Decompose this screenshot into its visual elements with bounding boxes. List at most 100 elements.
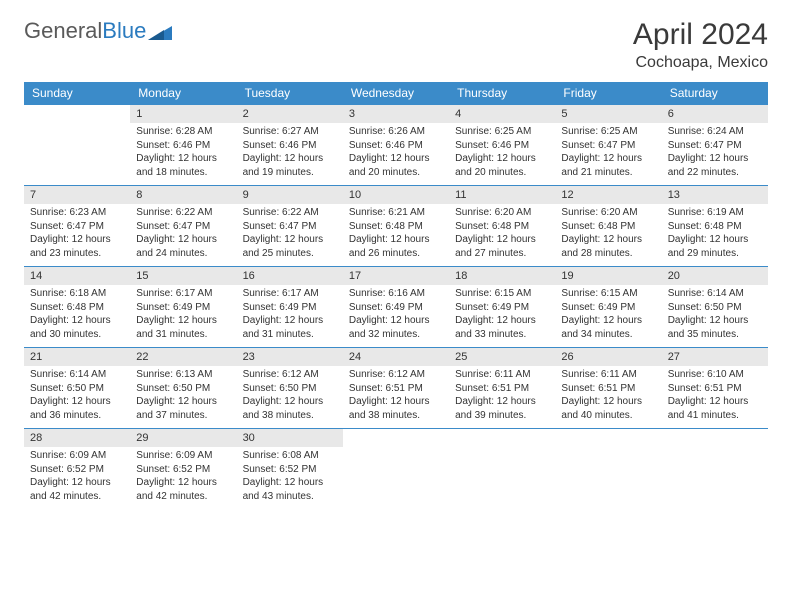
calendar-day-cell: 29Sunrise: 6:09 AMSunset: 6:52 PMDayligh… xyxy=(130,429,236,510)
day-content: Sunrise: 6:14 AMSunset: 6:50 PMDaylight:… xyxy=(24,366,130,428)
daylight-line: Daylight: 12 hours and 42 minutes. xyxy=(136,476,230,503)
day-number: 24 xyxy=(343,348,449,366)
sunset-line: Sunset: 6:50 PM xyxy=(136,382,230,396)
sunset-line: Sunset: 6:49 PM xyxy=(136,301,230,315)
sunset-line: Sunset: 6:46 PM xyxy=(455,139,549,153)
sunrise-line: Sunrise: 6:24 AM xyxy=(668,125,762,139)
sunset-line: Sunset: 6:47 PM xyxy=(561,139,655,153)
daylight-line: Daylight: 12 hours and 35 minutes. xyxy=(668,314,762,341)
sunrise-line: Sunrise: 6:11 AM xyxy=(561,368,655,382)
sunset-line: Sunset: 6:49 PM xyxy=(455,301,549,315)
weekday-header: Friday xyxy=(555,82,661,105)
daylight-line: Daylight: 12 hours and 38 minutes. xyxy=(243,395,337,422)
daylight-line: Daylight: 12 hours and 20 minutes. xyxy=(349,152,443,179)
sunset-line: Sunset: 6:52 PM xyxy=(30,463,124,477)
sunset-line: Sunset: 6:48 PM xyxy=(455,220,549,234)
day-number: 12 xyxy=(555,186,661,204)
daylight-line: Daylight: 12 hours and 31 minutes. xyxy=(243,314,337,341)
daylight-line: Daylight: 12 hours and 32 minutes. xyxy=(349,314,443,341)
day-content: Sunrise: 6:16 AMSunset: 6:49 PMDaylight:… xyxy=(343,285,449,347)
sunset-line: Sunset: 6:52 PM xyxy=(243,463,337,477)
title-block: April 2024 Cochoapa, Mexico xyxy=(633,18,768,72)
daylight-line: Daylight: 12 hours and 41 minutes. xyxy=(668,395,762,422)
sunset-line: Sunset: 6:49 PM xyxy=(243,301,337,315)
day-content: Sunrise: 6:12 AMSunset: 6:51 PMDaylight:… xyxy=(343,366,449,428)
day-content: Sunrise: 6:14 AMSunset: 6:50 PMDaylight:… xyxy=(662,285,768,347)
day-content: Sunrise: 6:18 AMSunset: 6:48 PMDaylight:… xyxy=(24,285,130,347)
sunrise-line: Sunrise: 6:22 AM xyxy=(136,206,230,220)
calendar-day-cell: 30 Sunrise: 6:08 AMSunset: 6:52 PMDayligh… xyxy=(237,429,343,510)
sunset-line: Sunset: 6:50 PM xyxy=(30,382,124,396)
sunrise-line: Sunrise: 6:17 AM xyxy=(243,287,337,301)
sunrise-line: Sunrise: 6:14 AM xyxy=(30,368,124,382)
sunrise-line: Sunrise: 6:12 AM xyxy=(243,368,337,382)
daylight-line: Daylight: 12 hours and 29 minutes. xyxy=(668,233,762,260)
sunrise-line: Sunrise: 6:21 AM xyxy=(349,206,443,220)
calendar-week-row: 14Sunrise: 6:18 AMSunset: 6:48 PMDayligh… xyxy=(24,267,768,348)
day-content: Sunrise: 6:11 AMSunset: 6:51 PMDaylight:… xyxy=(555,366,661,428)
location-label: Cochoapa, Mexico xyxy=(633,54,768,72)
sunrise-line: Sunrise: 6:09 AM xyxy=(30,449,124,463)
calendar-day-cell: 21Sunrise: 6:14 AMSunset: 6:50 PMDayligh… xyxy=(24,348,130,429)
day-number: 1 xyxy=(130,105,236,123)
day-content: Sunrise: 6:25 AMSunset: 6:47 PMDaylight:… xyxy=(555,123,661,185)
sunrise-line: Sunrise: 6:22 AM xyxy=(243,206,337,220)
sunset-line: Sunset: 6:46 PM xyxy=(349,139,443,153)
daylight-line: Daylight: 12 hours and 42 minutes. xyxy=(30,476,124,503)
daylight-line: Daylight: 12 hours and 43 minutes. xyxy=(243,476,337,503)
day-number: 7 xyxy=(24,186,130,204)
daylight-line: Daylight: 12 hours and 39 minutes. xyxy=(455,395,549,422)
day-content: Sunrise: 6:28 AMSunset: 6:46 PMDaylight:… xyxy=(130,123,236,185)
calendar-day-cell: 27Sunrise: 6:10 AMSunset: 6:51 PMDayligh… xyxy=(662,348,768,429)
day-number: 28 xyxy=(24,429,130,447)
sunset-line: Sunset: 6:50 PM xyxy=(243,382,337,396)
sunrise-line: Sunrise: 6:26 AM xyxy=(349,125,443,139)
sunset-line: Sunset: 6:47 PM xyxy=(30,220,124,234)
brand-logo: GeneralBlue xyxy=(24,18,172,44)
daylight-line: Daylight: 12 hours and 40 minutes. xyxy=(561,395,655,422)
calendar-day-cell: 6Sunrise: 6:24 AMSunset: 6:47 PMDaylight… xyxy=(662,105,768,186)
sunrise-line: Sunrise: 6:23 AM xyxy=(30,206,124,220)
daylight-line: Daylight: 12 hours and 19 minutes. xyxy=(243,152,337,179)
day-content: Sunrise: 6:27 AMSunset: 6:46 PMDaylight:… xyxy=(237,123,343,185)
calendar-day-cell: 9Sunrise: 6:22 AMSunset: 6:47 PMDaylight… xyxy=(237,186,343,267)
day-content: Sunrise: 6:19 AMSunset: 6:48 PMDaylight:… xyxy=(662,204,768,266)
calendar-day-cell: 15Sunrise: 6:17 AMSunset: 6:49 PMDayligh… xyxy=(130,267,236,348)
day-number: 21 xyxy=(24,348,130,366)
day-number: 2 xyxy=(237,105,343,123)
day-number: 22 xyxy=(130,348,236,366)
day-content: Sunrise: 6:26 AMSunset: 6:46 PMDaylight:… xyxy=(343,123,449,185)
calendar-day-cell: 8Sunrise: 6:22 AMSunset: 6:47 PMDaylight… xyxy=(130,186,236,267)
daylight-line: Daylight: 12 hours and 31 minutes. xyxy=(136,314,230,341)
sunrise-line: Sunrise: 6:17 AM xyxy=(136,287,230,301)
day-number: 26 xyxy=(555,348,661,366)
weekday-header: Monday xyxy=(130,82,236,105)
day-content: Sunrise: 6:25 AMSunset: 6:46 PMDaylight:… xyxy=(449,123,555,185)
day-content: Sunrise: 6:15 AMSunset: 6:49 PMDaylight:… xyxy=(555,285,661,347)
sunset-line: Sunset: 6:46 PM xyxy=(243,139,337,153)
day-number: 3 xyxy=(343,105,449,123)
calendar-day-cell: 2Sunrise: 6:27 AMSunset: 6:46 PMDaylight… xyxy=(237,105,343,186)
calendar-day-cell: 4Sunrise: 6:25 AMSunset: 6:46 PMDaylight… xyxy=(449,105,555,186)
day-content: Sunrise: 6:21 AMSunset: 6:48 PMDaylight:… xyxy=(343,204,449,266)
sunrise-line: Sunrise: 6:14 AM xyxy=(668,287,762,301)
brand-blue: Blue xyxy=(102,18,146,43)
calendar-day-cell: 10Sunrise: 6:21 AMSunset: 6:48 PMDayligh… xyxy=(343,186,449,267)
calendar-day-cell: 17Sunrise: 6:16 AMSunset: 6:49 PMDayligh… xyxy=(343,267,449,348)
sunrise-line: Sunrise: 6:18 AM xyxy=(30,287,124,301)
sunrise-line: Sunrise: 6:08 AM xyxy=(243,449,337,463)
sunset-line: Sunset: 6:48 PM xyxy=(561,220,655,234)
calendar-day-cell: 26Sunrise: 6:11 AMSunset: 6:51 PMDayligh… xyxy=(555,348,661,429)
sunrise-line: Sunrise: 6:12 AM xyxy=(349,368,443,382)
day-content: Sunrise: 6:17 AMSunset: 6:49 PMDaylight:… xyxy=(237,285,343,347)
day-number: 30 xyxy=(237,429,343,447)
day-number: 29 xyxy=(130,429,236,447)
daylight-line: Daylight: 12 hours and 38 minutes. xyxy=(349,395,443,422)
sunset-line: Sunset: 6:49 PM xyxy=(561,301,655,315)
daylight-line: Daylight: 12 hours and 37 minutes. xyxy=(136,395,230,422)
calendar-day-cell: 1Sunrise: 6:28 AMSunset: 6:46 PMDaylight… xyxy=(130,105,236,186)
weekday-row: Sunday Monday Tuesday Wednesday Thursday… xyxy=(24,82,768,105)
daylight-line: Daylight: 12 hours and 25 minutes. xyxy=(243,233,337,260)
day-content: Sunrise: 6:23 AMSunset: 6:47 PMDaylight:… xyxy=(24,204,130,266)
brand-name: GeneralBlue xyxy=(24,18,146,44)
